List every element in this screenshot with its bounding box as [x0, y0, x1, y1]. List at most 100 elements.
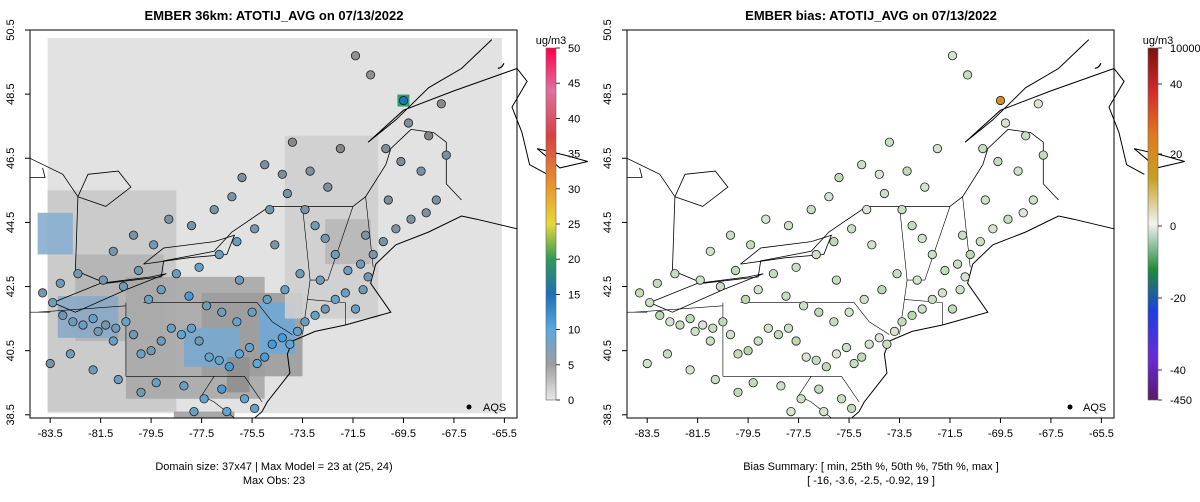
- aqs-site-marker: [748, 378, 758, 388]
- aqs-site-marker: [239, 394, 250, 404]
- aqs-site-marker: [234, 275, 244, 285]
- aqs-site-marker: [58, 310, 68, 320]
- aqs-site-marker: [335, 144, 345, 154]
- aqs-site-marker: [343, 265, 353, 276]
- x-tick-label: -79.5: [736, 428, 761, 440]
- aqs-site-marker: [980, 195, 990, 205]
- aqs-site-marker: [265, 205, 275, 215]
- aqs-site-marker: [315, 275, 325, 285]
- aqs-site-marker: [416, 166, 426, 176]
- aqs-site-marker: [917, 233, 927, 243]
- y-tick-label: 48.5: [5, 83, 17, 104]
- colorbar-tick-label: 40: [568, 113, 580, 125]
- aqs-site-marker: [1013, 166, 1023, 176]
- aqs-site-marker: [128, 329, 139, 340]
- aqs-site-marker: [108, 336, 118, 346]
- aqs-site-marker: [995, 95, 1006, 106]
- y-tick-label: 40.5: [602, 340, 614, 361]
- aqs-site-marker: [889, 326, 900, 336]
- x-tick-label: -71.5: [937, 428, 962, 440]
- aqs-site-marker: [136, 387, 146, 397]
- aqs-site-marker: [763, 323, 773, 333]
- y-tick-label: 50.5: [602, 19, 614, 40]
- y-tick-label: 40.5: [5, 340, 17, 361]
- colorbar-tick-label: 30: [568, 184, 580, 196]
- x-tick-label: -73.5: [887, 428, 912, 440]
- x-tick-label: -81.5: [88, 428, 113, 440]
- aqs-site-marker: [1003, 214, 1013, 224]
- aqs-site-marker: [862, 205, 872, 215]
- model-grid-patch: [173, 411, 235, 418]
- lake-shore: [627, 167, 643, 178]
- lake-shore: [77, 170, 132, 207]
- aqs-site-marker: [292, 326, 303, 336]
- y-tick-label: 42.5: [5, 276, 17, 297]
- aqs-site-marker: [262, 294, 272, 304]
- x-tick-label: -65.5: [492, 428, 517, 440]
- aqs-site-marker: [814, 384, 824, 394]
- aqs-site-marker: [955, 285, 965, 295]
- aqs-site-marker: [675, 320, 685, 330]
- aqs-site-marker: [1018, 208, 1028, 218]
- aqs-site-marker: [811, 355, 821, 365]
- aqs-site-marker: [957, 230, 968, 240]
- x-tick-label: -65.5: [1089, 428, 1114, 440]
- right-colorbar-unit: ug/m3: [1143, 35, 1174, 47]
- aqs-site-marker: [282, 188, 292, 199]
- aqs-site-marker: [136, 349, 146, 359]
- aqs-site-marker: [355, 259, 366, 269]
- aqs-site-marker: [350, 304, 361, 314]
- aqs-site-marker: [209, 205, 219, 215]
- aqs-site-marker: [176, 329, 186, 340]
- aqs-site-marker: [98, 275, 108, 285]
- aqs-site-marker: [993, 156, 1003, 167]
- aqs-site-marker: [857, 352, 867, 362]
- aqs-site-marker: [783, 323, 794, 333]
- aqs-site-marker: [280, 285, 290, 295]
- aqs-site-marker: [867, 240, 877, 250]
- aqs-site-marker: [250, 224, 260, 234]
- aqs-site-marker: [424, 131, 434, 141]
- aqs-site-marker: [381, 144, 391, 154]
- aqs-site-marker: [776, 381, 786, 391]
- aqs-site-marker: [798, 301, 809, 311]
- aqs-site-marker: [829, 237, 839, 247]
- x-tick-label: -69.5: [988, 428, 1013, 440]
- aqs-site-marker: [365, 70, 376, 80]
- aqs-site-marker: [121, 317, 131, 327]
- aqs-site-marker: [237, 172, 247, 183]
- aqs-site-marker: [88, 365, 98, 375]
- aqs-site-marker: [189, 406, 199, 417]
- right-y-axis: 38.5 40.5 42.5 44.5 46.5 48.5 50.5: [602, 19, 627, 426]
- aqs-site-marker: [194, 262, 204, 272]
- aqs-site-marker: [1033, 99, 1043, 109]
- aqs-site-marker: [287, 137, 297, 147]
- aqs-site-marker: [947, 304, 958, 314]
- aqs-site-marker: [814, 307, 824, 317]
- left-map: [29, 38, 588, 419]
- aqs-site-marker: [360, 230, 371, 240]
- aqs-site-marker: [768, 269, 779, 279]
- aqs-site-marker: [685, 365, 695, 375]
- aqs-site-marker: [224, 362, 234, 372]
- aqs-site-marker: [718, 317, 728, 327]
- aqs-site-marker: [111, 323, 121, 333]
- x-tick-label: -79.5: [139, 428, 164, 440]
- aqs-site-marker: [305, 166, 315, 176]
- aqs-site-marker: [740, 294, 751, 304]
- aqs-site-marker: [222, 406, 232, 417]
- aqs-site-marker: [267, 339, 277, 349]
- colorbar-tick-label: -450: [1170, 395, 1192, 407]
- aqs-site-marker: [801, 352, 811, 362]
- aqs-site-marker: [184, 291, 194, 301]
- aqs-site-marker: [884, 137, 895, 147]
- aqs-site-marker: [232, 317, 242, 327]
- x-tick-label: -67.5: [441, 428, 466, 440]
- lake-shore: [674, 170, 729, 207]
- colorbar-tick-label: 40: [1170, 79, 1182, 91]
- aqs-site-marker: [819, 406, 829, 417]
- aqs-site-marker: [310, 310, 320, 320]
- aqs-site-marker: [247, 307, 257, 317]
- aqs-site-marker: [1038, 150, 1048, 160]
- aqs-site-marker: [940, 265, 950, 276]
